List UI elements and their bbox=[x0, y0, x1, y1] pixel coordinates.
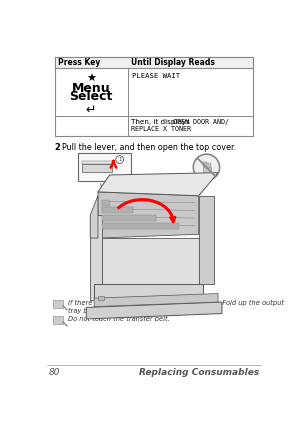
Polygon shape bbox=[98, 296, 104, 300]
Polygon shape bbox=[53, 300, 63, 308]
Polygon shape bbox=[53, 316, 63, 324]
Text: Replacing Consumables: Replacing Consumables bbox=[139, 368, 259, 377]
Polygon shape bbox=[82, 164, 112, 172]
Polygon shape bbox=[102, 207, 133, 213]
Polygon shape bbox=[55, 57, 253, 68]
Polygon shape bbox=[102, 238, 199, 300]
Polygon shape bbox=[86, 302, 222, 319]
Text: Press Key: Press Key bbox=[58, 58, 100, 67]
Polygon shape bbox=[199, 196, 214, 284]
Polygon shape bbox=[207, 163, 209, 168]
Polygon shape bbox=[98, 173, 218, 196]
Polygon shape bbox=[98, 192, 199, 238]
Text: Menu: Menu bbox=[72, 82, 110, 95]
Polygon shape bbox=[94, 284, 202, 311]
Polygon shape bbox=[102, 200, 110, 206]
Polygon shape bbox=[205, 162, 207, 167]
Polygon shape bbox=[90, 215, 102, 300]
Polygon shape bbox=[82, 161, 112, 164]
Text: 1: 1 bbox=[118, 157, 122, 162]
Circle shape bbox=[116, 156, 124, 164]
Polygon shape bbox=[102, 215, 156, 221]
Text: If there is paper in the output tray, remove it. Fold up the output
tray before : If there is paper in the output tray, re… bbox=[68, 300, 284, 314]
Text: OPEN DOOR AND/: OPEN DOOR AND/ bbox=[173, 119, 229, 125]
Circle shape bbox=[193, 154, 220, 180]
Polygon shape bbox=[102, 223, 179, 229]
Text: 2: 2 bbox=[55, 143, 60, 152]
Text: 80: 80 bbox=[48, 368, 60, 377]
Polygon shape bbox=[202, 167, 211, 173]
Text: ★: ★ bbox=[86, 74, 96, 84]
Polygon shape bbox=[90, 196, 98, 238]
Text: ↵: ↵ bbox=[86, 103, 96, 116]
Polygon shape bbox=[210, 163, 212, 168]
Text: PLEASE WAIT: PLEASE WAIT bbox=[132, 73, 180, 79]
Text: Select: Select bbox=[69, 90, 113, 103]
Polygon shape bbox=[202, 162, 205, 167]
Polygon shape bbox=[78, 153, 130, 181]
Text: Until Display Reads: Until Display Reads bbox=[131, 58, 215, 67]
Text: Then, it displays: Then, it displays bbox=[131, 119, 192, 125]
Text: Pull the lever, and then open the top cover.: Pull the lever, and then open the top co… bbox=[62, 143, 236, 152]
Text: Do not touch the transfer belt.: Do not touch the transfer belt. bbox=[68, 316, 170, 322]
Polygon shape bbox=[94, 294, 218, 307]
Text: REPLACE X TONER: REPLACE X TONER bbox=[131, 127, 191, 133]
Polygon shape bbox=[55, 57, 253, 136]
